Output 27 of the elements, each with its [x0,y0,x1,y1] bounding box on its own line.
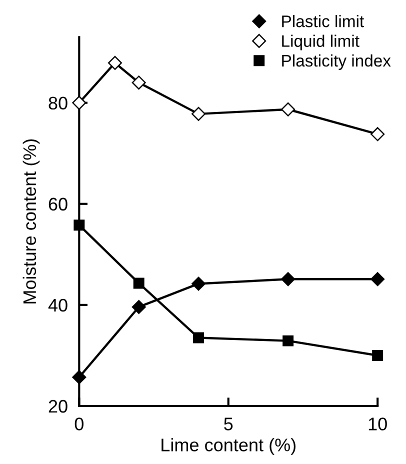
point [192,276,206,291]
point [370,272,385,286]
point [132,76,146,90]
legend-label: Plasticity index [282,54,391,70]
y-tick-label: 20 [48,400,68,413]
legend-label: Liquid limit [282,34,360,50]
point [282,335,294,346]
legend-label: Plastic limit [282,15,364,28]
point [370,127,385,142]
point [72,370,86,384]
x-axis-title: Lime content (%) [162,438,296,455]
point [108,56,122,70]
point [372,350,384,361]
y-tick-label: 40 [48,298,68,312]
point [193,332,204,344]
point [281,272,296,286]
point [133,278,144,289]
y-tick-label: 80 [48,96,68,110]
point [192,106,206,121]
point [74,220,85,231]
x-tick-label: 5 [224,418,233,430]
point [281,102,296,116]
y-axis-title: Moisture content (%) [22,139,40,304]
point [132,300,146,314]
x-tick-label: 0 [74,418,84,430]
y-tick-label: 60 [48,198,68,211]
x-tick-label: 10 [368,418,387,430]
